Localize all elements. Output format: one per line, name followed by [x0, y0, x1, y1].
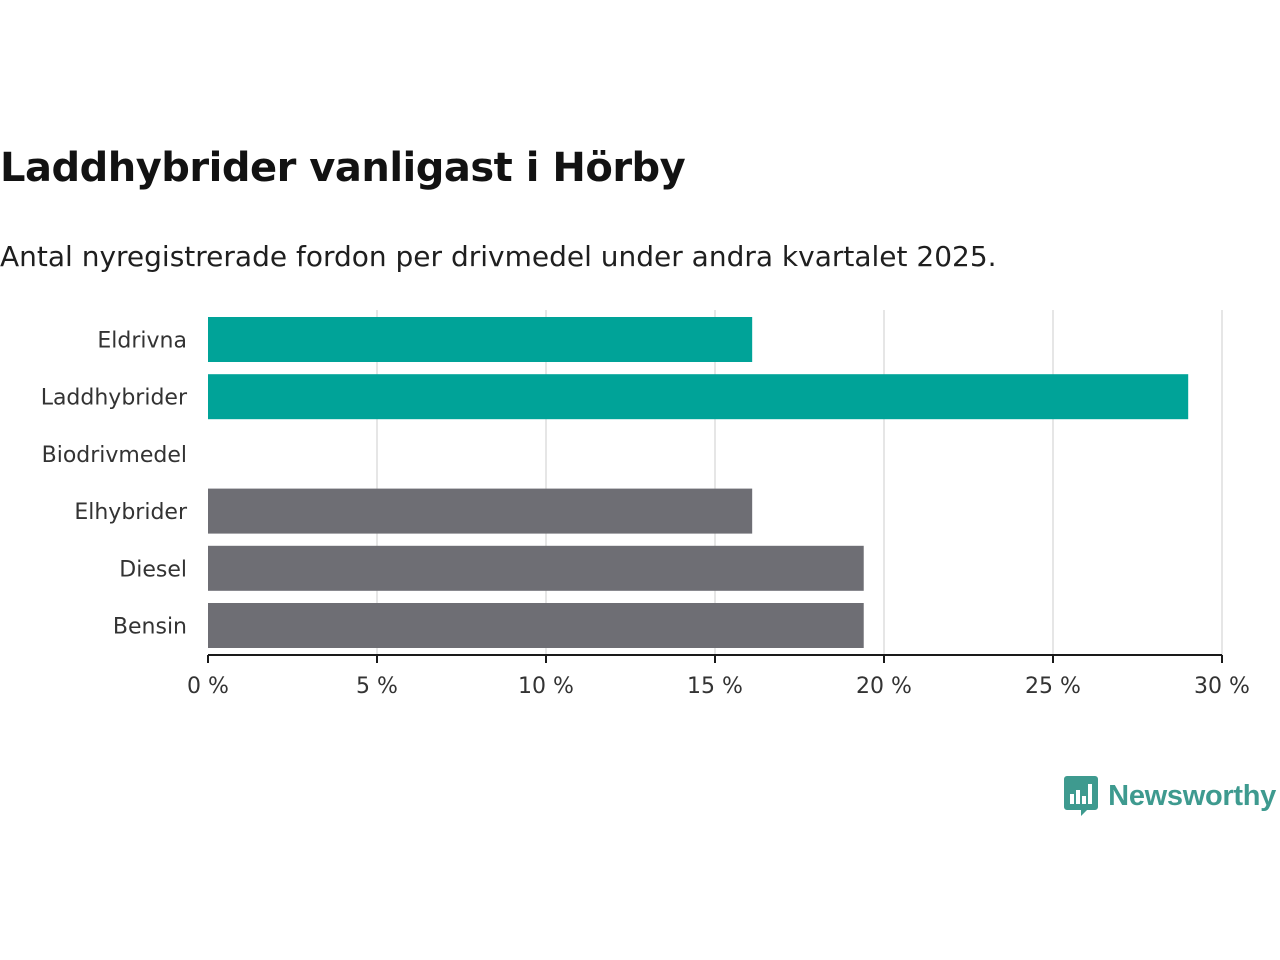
- x-tick-label: 0 %: [187, 674, 229, 699]
- category-label: Bensin: [113, 615, 187, 640]
- category-label: Biodrivmedel: [42, 443, 187, 468]
- x-tick-label: 15 %: [687, 674, 743, 699]
- bar: [208, 374, 1189, 420]
- bar-chart: Eldrivna Laddhybrider Biodrivmedel Elhybrid…: [41, 310, 1250, 699]
- category-label: Eldrivna: [97, 329, 187, 354]
- chart-title: Laddhybrider vanligast i Hörby: [0, 145, 686, 191]
- bar: [208, 488, 753, 534]
- x-tick-label: 20 %: [856, 674, 912, 699]
- x-tick-label: 10 %: [518, 674, 574, 699]
- x-tick-label: 25 %: [1025, 674, 1081, 699]
- bar: [208, 603, 864, 648]
- chart-subtitle: Antal nyregistrerade fordon per drivmede…: [0, 240, 997, 273]
- category-label: Laddhybrider: [41, 386, 188, 411]
- brand-logo: Newsworthy: [1064, 776, 1276, 816]
- x-tick-label: 30 %: [1194, 674, 1250, 699]
- x-tick-label: 5 %: [356, 674, 398, 699]
- bar: [208, 317, 753, 362]
- bar: [208, 545, 864, 591]
- category-label: Diesel: [119, 557, 187, 582]
- newsworthy-logo-icon: [1064, 776, 1099, 816]
- brand-name: Newsworthy: [1108, 779, 1276, 812]
- category-label: Elhybrider: [74, 500, 188, 525]
